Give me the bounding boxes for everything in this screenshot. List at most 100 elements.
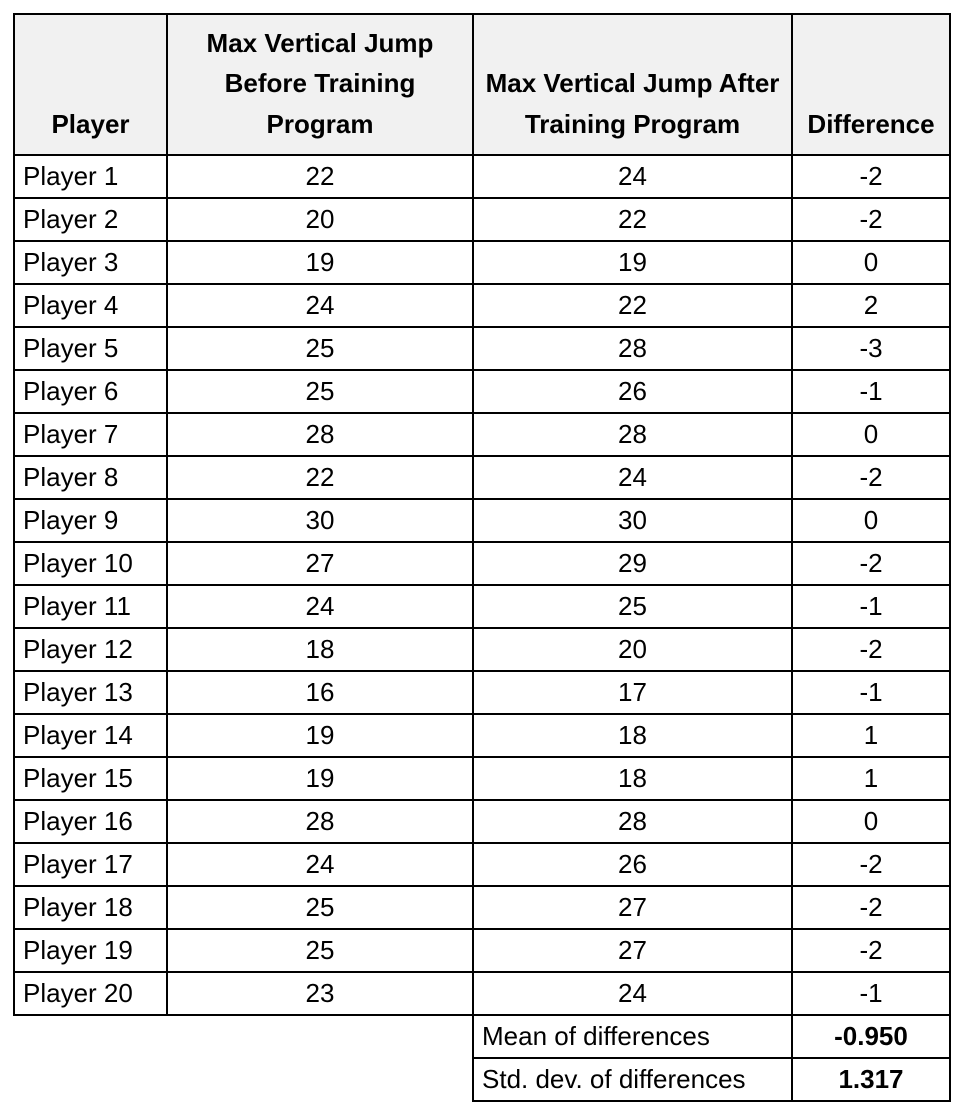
diff-cell: -2 [791,196,951,242]
after-cell: 18 [472,712,793,758]
table-row: Player 2 20 22 -2 [13,196,951,242]
after-cell: 18 [472,755,793,801]
mean-value: -0.950 [791,1013,951,1059]
diff-cell: 0 [791,411,951,457]
table-row: Player 19 25 27 -2 [13,927,951,973]
player-cell: Player 12 [13,626,168,672]
before-cell: 25 [166,325,474,371]
diff-cell: -1 [791,970,951,1016]
after-cell: 25 [472,583,793,629]
diff-cell: -1 [791,669,951,715]
diff-cell: 2 [791,282,951,328]
player-cell: Player 20 [13,970,168,1016]
player-cell: Player 10 [13,540,168,586]
before-cell: 20 [166,196,474,242]
header-row: Player Max Vertical Jump Before Training… [13,13,951,156]
before-cell: 24 [166,583,474,629]
table-row: Player 8 22 24 -2 [13,454,951,500]
before-cell: 27 [166,540,474,586]
summary-body: Mean of differences -0.950 Std. dev. of … [14,1013,951,1102]
table-row: Player 10 27 29 -2 [13,540,951,586]
diff-cell: -2 [791,454,951,500]
after-cell: 26 [472,841,793,887]
before-cell: 25 [166,884,474,930]
player-cell: Player 15 [13,755,168,801]
after-cell: 28 [472,798,793,844]
diff-cell: 0 [791,798,951,844]
diff-cell: -2 [791,927,951,973]
after-cell: 24 [472,153,793,199]
diff-cell: 0 [791,497,951,543]
table-row: Player 1 22 24 -2 [13,153,951,199]
after-cell: 28 [472,325,793,371]
blank-cell [14,1057,473,1101]
before-cell: 24 [166,841,474,887]
after-cell: 28 [472,411,793,457]
table-row: Player 13 16 17 -1 [13,669,951,715]
diff-cell: 0 [791,239,951,285]
diff-cell: -2 [791,884,951,930]
player-cell: Player 4 [13,282,168,328]
before-cell: 16 [166,669,474,715]
player-cell: Player 7 [13,411,168,457]
player-cell: Player 19 [13,927,168,973]
after-cell: 24 [472,970,793,1016]
player-cell: Player 17 [13,841,168,887]
after-cell: 19 [472,239,793,285]
summary-row-mean: Mean of differences -0.950 [14,1013,951,1059]
player-cell: Player 13 [13,669,168,715]
table-row: Player 18 25 27 -2 [13,884,951,930]
after-cell: 17 [472,669,793,715]
after-cell: 27 [472,927,793,973]
diff-cell: -2 [791,153,951,199]
table-row: Player 12 18 20 -2 [13,626,951,672]
diff-cell: -3 [791,325,951,371]
summary-row-stddev: Std. dev. of differences 1.317 [14,1056,951,1102]
table-row: Player 11 24 25 -1 [13,583,951,629]
diff-cell: -1 [791,583,951,629]
blank-cell [14,1014,473,1058]
stddev-label: Std. dev. of differences [472,1056,793,1102]
before-cell: 30 [166,497,474,543]
before-cell: 18 [166,626,474,672]
table-row: Player 20 23 24 -1 [13,970,951,1016]
table-row: Player 5 25 28 -3 [13,325,951,371]
header-cell-difference: Difference [791,13,951,156]
table-row: Player 7 28 28 0 [13,411,951,457]
after-cell: 20 [472,626,793,672]
before-cell: 28 [166,411,474,457]
table-row: Player 4 24 22 2 [13,282,951,328]
player-cell: Player 14 [13,712,168,758]
before-cell: 25 [166,368,474,414]
mean-label: Mean of differences [472,1013,793,1059]
before-cell: 19 [166,712,474,758]
player-cell: Player 9 [13,497,168,543]
after-cell: 26 [472,368,793,414]
before-cell: 19 [166,755,474,801]
table-row: Player 16 28 28 0 [13,798,951,844]
diff-cell: -2 [791,841,951,887]
player-cell: Player 16 [13,798,168,844]
player-cell: Player 6 [13,368,168,414]
before-cell: 23 [166,970,474,1016]
diff-cell: -1 [791,368,951,414]
table-row: Player 3 19 19 0 [13,239,951,285]
table-body: Player 1 22 24 -2 Player 2 20 22 -2 Player 3 19 19… [13,153,951,1016]
player-cell: Player 5 [13,325,168,371]
after-cell: 22 [472,282,793,328]
stddev-value: 1.317 [791,1056,951,1102]
jump-data-table: Player Max Vertical Jump Before Training… [13,13,951,1102]
player-cell: Player 2 [13,196,168,242]
before-cell: 22 [166,153,474,199]
before-cell: 19 [166,239,474,285]
table-row: Player 9 30 30 0 [13,497,951,543]
player-cell: Player 8 [13,454,168,500]
after-cell: 30 [472,497,793,543]
header-cell-after: Max Vertical Jump After Training Program [472,13,793,156]
before-cell: 25 [166,927,474,973]
after-cell: 22 [472,196,793,242]
table-row: Player 14 19 18 1 [13,712,951,758]
diff-cell: 1 [791,755,951,801]
before-cell: 22 [166,454,474,500]
before-cell: 28 [166,798,474,844]
